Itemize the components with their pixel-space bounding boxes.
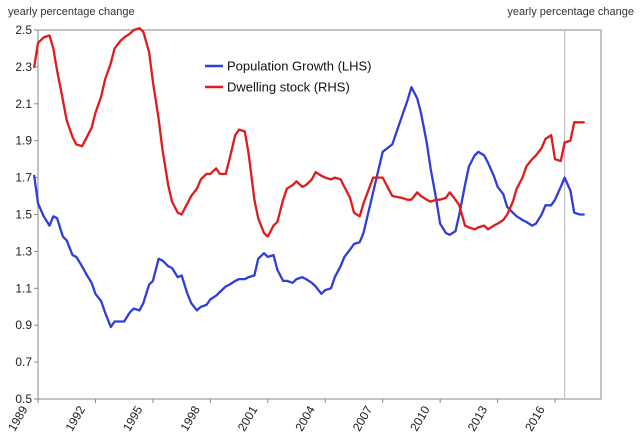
x-tick-label: 2001 — [235, 403, 261, 433]
y-axis-ticks: 0.5 0.7 0.9 1.1 1.3 1.5 1.7 1.9 2.1 2.3 2.5 — [15, 23, 38, 406]
series-layer — [33, 27, 585, 329]
series-line-population-growth — [33, 86, 585, 329]
y-tick-label: 1.7 — [15, 171, 32, 185]
x-tick-label: 1992 — [63, 403, 89, 433]
x-tick-label: 2004 — [292, 403, 318, 433]
legend: Population Growth (LHS) Dwelling stock (R… — [205, 59, 372, 95]
y-tick-label: 0.5 — [15, 392, 32, 406]
x-tick-label: 1995 — [120, 403, 146, 433]
x-tick-label: 2013 — [465, 403, 491, 433]
series-line-dwelling-stock — [33, 27, 585, 238]
y-tick-label: 0.9 — [15, 318, 32, 332]
x-axis-ticks: 1989 1992 1995 1998 2001 2004 2007 2010 2013 2016 — [5, 399, 556, 434]
y-tick-label: 1.1 — [15, 281, 32, 295]
y-tick-label: 2.5 — [15, 23, 32, 37]
y-tick-label: 0.7 — [15, 355, 32, 369]
y-tick-label: 2.3 — [15, 60, 32, 74]
x-tick-label: 1998 — [177, 403, 203, 433]
x-tick-label: 2007 — [350, 403, 376, 433]
x-tick-label: 2010 — [407, 403, 433, 433]
y-tick-label: 2.1 — [15, 97, 32, 111]
y-tick-label: 1.5 — [15, 208, 32, 222]
x-tick-label: 1989 — [5, 403, 31, 433]
left-axis-unit-label: yearly percentage change — [8, 6, 135, 18]
x-tick-label: 2016 — [522, 403, 548, 433]
legend-label: Population Growth (LHS) — [227, 59, 372, 74]
y-tick-label: 1.3 — [15, 244, 32, 258]
y-tick-label: 1.9 — [15, 134, 32, 148]
right-axis-unit-label: yearly percentage change — [507, 6, 634, 18]
legend-label: Dwelling stock (RHS) — [227, 80, 350, 95]
